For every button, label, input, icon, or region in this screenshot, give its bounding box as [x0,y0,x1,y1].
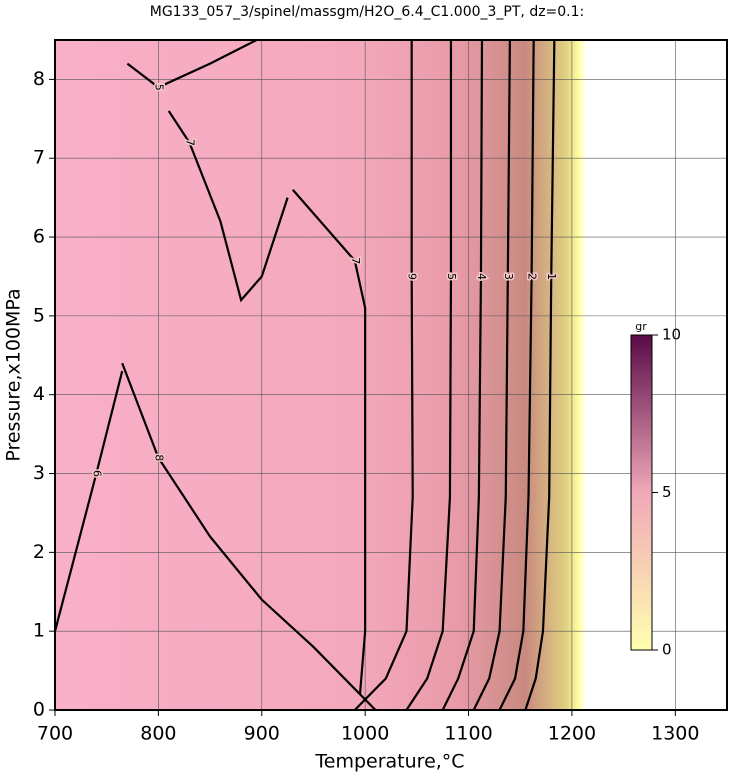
field [55,40,727,710]
x-tick-label: 1300 [651,723,699,745]
contour-line [354,40,414,711]
y-tick-label: 2 [33,541,45,563]
x-axis-label: Temperature,°C [314,751,464,773]
x-tick-label: 700 [37,723,73,745]
contour-label: 9 [406,273,419,280]
contour-line [524,39,556,711]
contour-line [126,39,258,89]
contour-line [167,110,289,303]
x-tick-label: 1000 [341,723,389,745]
contour-label: 5 [445,273,458,280]
contour-label: 8 [152,454,165,461]
colorbar-label: gr [635,320,647,333]
y-tick-label: 4 [33,383,45,405]
chart-title: MG133_057_3/spinel/massgm/H2O_6.4_C1.000… [150,4,585,20]
colorbar-tick-label: 10 [662,326,681,344]
colorbar-tick-label: 0 [662,641,672,659]
y-tick-label: 1 [33,620,45,642]
contour-line [472,39,511,711]
colorbar-tick-label: 5 [662,483,672,501]
contour-label: 6 [90,470,103,477]
contour-line [405,40,453,711]
colorbar [630,334,653,651]
contour-label: 3 [502,273,515,280]
contour-label: 2 [526,273,539,280]
x-tick-label: 1100 [444,723,492,745]
plot-area: 9 5 4 3 2 1 7 8 6 5 7 [53,39,727,711]
contour-label: 7 [349,257,362,264]
contour-label: 4 [475,273,488,280]
contour-line [441,39,484,711]
contour-line [291,189,367,695]
frame [54,39,728,711]
contour-label: 5 [152,84,165,91]
y-tick-label: 0 [33,699,45,721]
contour-label: 7 [183,139,196,146]
contour-line [498,39,535,711]
y-tick-label: 8 [33,68,45,90]
contour-line [53,370,124,632]
y-axis-label: Pressure,x100MPa [3,288,25,461]
y-tick-label: 6 [33,226,45,248]
x-tick-label: 800 [140,723,176,745]
contour-label: 1 [545,273,558,280]
x-tick-label: 900 [244,723,280,745]
x-tick-label: 1200 [548,723,596,745]
y-tick-label: 5 [33,304,45,326]
y-tick-label: 3 [33,462,45,484]
y-tick-label: 7 [33,147,45,169]
contour-line [121,362,377,711]
